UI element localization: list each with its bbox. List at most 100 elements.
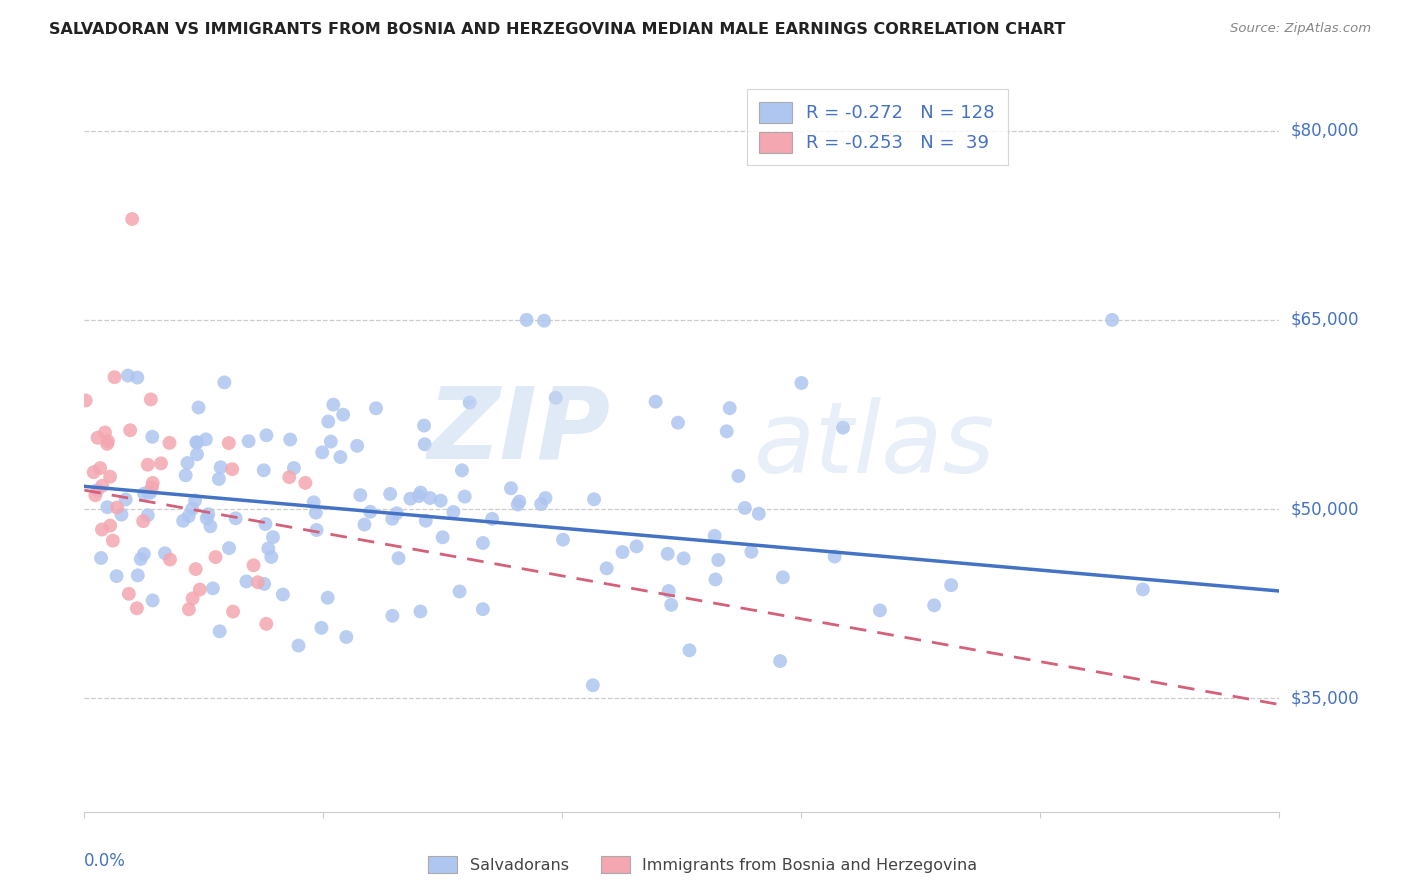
Point: [381, 512, 404, 526]
Point: [141, 430, 163, 444]
Point: [278, 470, 301, 484]
Point: [139, 485, 162, 500]
Point: [451, 463, 474, 477]
Point: [378, 487, 401, 501]
Point: [364, 401, 387, 416]
Point: [138, 485, 160, 500]
Point: [441, 505, 464, 519]
Point: [419, 491, 441, 505]
Point: [413, 437, 436, 451]
Point: [91, 479, 114, 493]
Point: [186, 435, 208, 450]
Point: [221, 462, 243, 476]
Point: [208, 624, 231, 639]
Point: [454, 490, 477, 504]
Point: [294, 475, 316, 490]
Point: [869, 603, 891, 617]
Point: [181, 591, 204, 606]
Point: [704, 573, 727, 587]
Point: [332, 408, 354, 422]
Point: [349, 488, 371, 502]
Point: [184, 562, 207, 576]
Point: [302, 495, 325, 509]
Point: [186, 447, 208, 461]
Point: [716, 425, 738, 439]
Point: [253, 577, 276, 591]
Point: [278, 433, 301, 447]
Point: [582, 678, 605, 692]
Point: [311, 445, 333, 459]
Point: [177, 509, 200, 524]
Point: [311, 621, 333, 635]
Point: [94, 425, 117, 440]
Point: [127, 568, 149, 582]
Point: [197, 507, 219, 521]
Text: ZIP: ZIP: [427, 383, 610, 480]
Point: [89, 461, 111, 475]
Point: [319, 434, 342, 449]
Point: [595, 561, 617, 575]
Text: $35,000: $35,000: [1291, 690, 1360, 707]
Point: [84, 488, 107, 502]
Text: Source: ZipAtlas.com: Source: ZipAtlas.com: [1230, 22, 1371, 36]
Text: $65,000: $65,000: [1291, 311, 1360, 329]
Point: [1132, 582, 1154, 597]
Point: [141, 480, 163, 494]
Text: SALVADORAN VS IMMIGRANTS FROM BOSNIA AND HERZEGOVINA MEDIAN MALE EARNINGS CORREL: SALVADORAN VS IMMIGRANTS FROM BOSNIA AND…: [49, 22, 1066, 37]
Point: [177, 602, 200, 616]
Point: [172, 514, 194, 528]
Point: [533, 314, 555, 328]
Point: [98, 518, 121, 533]
Point: [159, 552, 181, 566]
Point: [96, 437, 118, 451]
Point: [322, 398, 344, 412]
Point: [132, 547, 155, 561]
Point: [257, 541, 280, 556]
Point: [748, 507, 770, 521]
Point: [105, 569, 128, 583]
Point: [672, 551, 695, 566]
Point: [153, 546, 176, 560]
Point: [707, 553, 730, 567]
Point: [659, 598, 682, 612]
Point: [235, 574, 257, 589]
Point: [187, 401, 209, 415]
Point: [1101, 313, 1123, 327]
Point: [481, 512, 503, 526]
Point: [127, 370, 149, 384]
Point: [703, 529, 725, 543]
Point: [129, 552, 152, 566]
Legend: Salvadorans, Immigrants from Bosnia and Herzegovina: Salvadorans, Immigrants from Bosnia and …: [422, 849, 984, 880]
Point: [305, 523, 328, 537]
Point: [142, 475, 165, 490]
Point: [150, 456, 173, 470]
Point: [101, 533, 124, 548]
Point: [222, 605, 245, 619]
Point: [174, 468, 197, 483]
Point: [238, 434, 260, 449]
Point: [97, 434, 120, 449]
Point: [413, 418, 436, 433]
Point: [432, 530, 454, 544]
Point: [612, 545, 634, 559]
Point: [626, 539, 648, 553]
Point: [86, 483, 108, 497]
Point: [772, 570, 794, 584]
Point: [471, 602, 494, 616]
Point: [254, 516, 277, 531]
Point: [96, 500, 118, 515]
Point: [409, 485, 432, 500]
Point: [186, 435, 208, 450]
Point: [658, 584, 681, 599]
Point: [409, 605, 432, 619]
Point: [408, 489, 430, 503]
Point: [204, 549, 226, 564]
Point: [188, 582, 211, 597]
Point: [506, 498, 529, 512]
Point: [734, 500, 756, 515]
Point: [718, 401, 741, 416]
Point: [381, 608, 404, 623]
Point: [142, 593, 165, 607]
Point: [125, 601, 148, 615]
Point: [666, 416, 689, 430]
